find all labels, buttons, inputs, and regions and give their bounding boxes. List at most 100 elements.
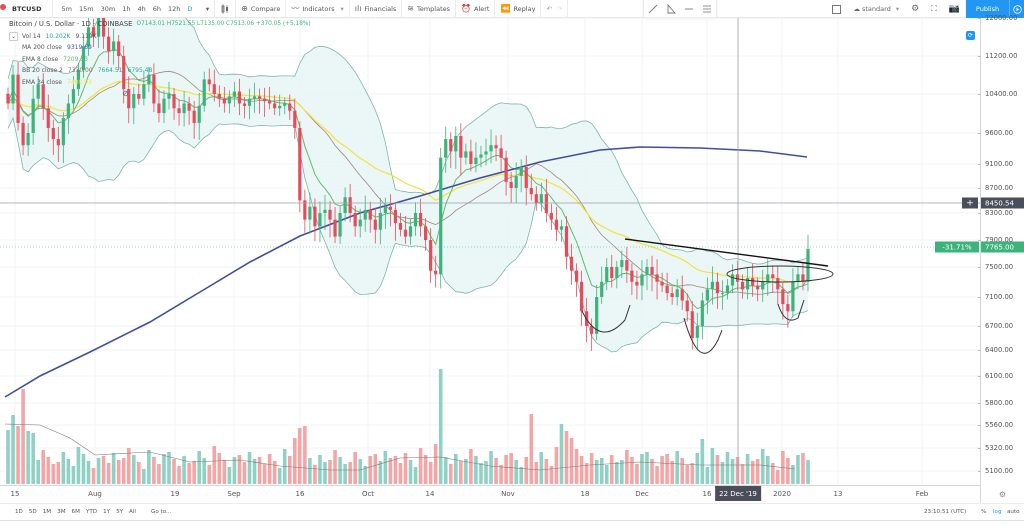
range-5y[interactable]: 5Y bbox=[116, 509, 124, 515]
trend-line-tool[interactable] bbox=[644, 0, 662, 17]
interval-dropdown[interactable]: ▾ bbox=[205, 4, 210, 13]
bottom-arc-right bbox=[777, 299, 805, 321]
range-1m[interactable]: 1M bbox=[42, 509, 52, 515]
ema34-line bbox=[7, 80, 809, 283]
time-axis-label: 2020 bbox=[773, 490, 791, 498]
footer-strip bbox=[0, 521, 1024, 527]
interval-selector: 5m 15m 30m 1h 4h 6h 12h D bbox=[53, 0, 201, 18]
right-toolbar: ☁ standard ▾ ⚙ ⛶ 📷 Publish bbox=[826, 0, 1024, 18]
time-axis-label: 18 bbox=[580, 490, 590, 498]
indicator-name: MA 200 close bbox=[22, 44, 63, 51]
symbol-label: BTCUSD bbox=[12, 4, 42, 13]
interval-15m[interactable]: 15m bbox=[78, 4, 94, 13]
bollinger-upper-line bbox=[7, 18, 809, 265]
legend-indicator-row[interactable]: ⌄ Vol 14 10.202K 9.119K bbox=[9, 31, 311, 43]
price-axis-label: 9100.00 bbox=[985, 160, 1014, 168]
bar-chart-icon: ılı bbox=[354, 4, 362, 13]
bottom-arc-middle bbox=[683, 317, 723, 354]
templates-button[interactable]: ≋ Templates bbox=[407, 4, 451, 13]
volume-ma-line bbox=[4, 423, 796, 471]
price-axis-label: 7100.00 bbox=[985, 293, 1014, 301]
ohlc-values: O7143.01 H7521.55 L7135.00 C7513.06 +370… bbox=[136, 21, 311, 27]
legend-collapse-button[interactable]: ⌄ bbox=[9, 31, 18, 41]
range-ytd[interactable]: YTD bbox=[85, 509, 98, 515]
layout-toggle-button[interactable] bbox=[826, 0, 847, 18]
price-axis-label: 5100.00 bbox=[985, 467, 1014, 475]
price-chart-canvas[interactable] bbox=[0, 18, 980, 485]
range-all[interactable]: All bbox=[129, 509, 136, 515]
auto-scale-toggle[interactable]: auto bbox=[1007, 509, 1020, 515]
fib-tool[interactable] bbox=[662, 0, 680, 17]
compare-button[interactable]: ⊕ Compare bbox=[241, 4, 281, 13]
ema8-line bbox=[7, 48, 809, 310]
play-circle-icon bbox=[1012, 4, 1022, 14]
redo-button[interactable]: ↷ bbox=[556, 4, 563, 13]
bollinger-lower-line bbox=[7, 116, 809, 353]
interval-1h[interactable]: 1h bbox=[122, 4, 131, 13]
fullscreen-icon: ⛶ bbox=[931, 4, 937, 13]
horizontal-line-tool[interactable] bbox=[680, 0, 698, 17]
range-3m[interactable]: 3M bbox=[57, 509, 66, 515]
price-axis[interactable]: 8450.54 7765.00 12000.00 11200.00 10400.00… bbox=[978, 14, 1024, 485]
indicators-button[interactable]: 〰 Indicators ▾ bbox=[291, 4, 344, 13]
price-axis-label: 6700.00 bbox=[985, 322, 1014, 330]
indicator-name: EMA 8 close bbox=[22, 55, 59, 63]
axis-settings-button[interactable]: ⚙ bbox=[980, 485, 1024, 503]
interval-12h[interactable]: 12h bbox=[167, 4, 181, 13]
sync-scale-icon[interactable]: ⟳ bbox=[966, 31, 975, 40]
interval-30m[interactable]: 30m bbox=[100, 4, 116, 13]
time-axis-label: Aug bbox=[88, 490, 102, 498]
price-axis-label: 8700.00 bbox=[985, 184, 1014, 192]
range-1d[interactable]: 1D bbox=[15, 509, 23, 515]
time-axis[interactable]: Feb 13 2020 16 Dec 18 Nov 14 Oct 16 Sep 19 Aug 15 22 … bbox=[0, 485, 980, 503]
alert-button[interactable]: ⏰ Alert bbox=[461, 4, 490, 13]
chart-legend: Bitcoin / U.S. Dollar · 1D · COINBASE O7… bbox=[9, 19, 311, 100]
interval-d[interactable]: D bbox=[187, 4, 193, 13]
price-axis-label: 5320.00 bbox=[985, 444, 1014, 452]
time-axis-label: 19 bbox=[170, 490, 180, 498]
indicator-name: EMA 34 close bbox=[22, 78, 62, 86]
range-6m[interactable]: 6M bbox=[71, 509, 80, 515]
publish-video-button[interactable] bbox=[1009, 0, 1024, 18]
publish-button[interactable]: Publish bbox=[966, 0, 1009, 18]
percent-scale-toggle[interactable]: % bbox=[981, 509, 987, 515]
change-percent-tag: -31.71% bbox=[935, 241, 979, 253]
legend-indicator-row[interactable]: BB 20 close 2 7330.00 7664.51 6795.48 bbox=[9, 65, 311, 77]
range-5d[interactable]: 5D bbox=[28, 509, 37, 515]
interval-4h[interactable]: 4h bbox=[137, 4, 146, 13]
interval-6h[interactable]: 6h bbox=[152, 4, 161, 13]
replay-button[interactable]: ⏪ Replay bbox=[500, 4, 536, 13]
chart-type-button[interactable] bbox=[215, 0, 235, 18]
time-axis-label: 15 bbox=[10, 490, 20, 498]
time-axis-label: 14 bbox=[425, 490, 435, 498]
last-price-tag: 7765.00 bbox=[981, 241, 1024, 253]
settings-button[interactable]: ⚙ bbox=[905, 0, 925, 18]
screenshot-button[interactable]: 📷 bbox=[943, 0, 966, 18]
consolidation-ellipse bbox=[726, 265, 834, 283]
price-axis-label: 7900.00 bbox=[985, 236, 1014, 244]
crosshair-price-tag: 8450.54 bbox=[981, 197, 1024, 209]
log-scale-toggle[interactable]: log bbox=[993, 509, 1002, 515]
indicator-name: BB 20 close 2 bbox=[22, 67, 63, 74]
legend-indicator-row[interactable]: MA 200 close 9319.69 bbox=[9, 42, 311, 54]
indicator-value: 7400.93 bbox=[66, 78, 92, 86]
goto-date-button[interactable]: Go to... bbox=[150, 509, 172, 515]
financials-button[interactable]: ılı Financials bbox=[354, 4, 397, 13]
crosshair-add-button[interactable]: + bbox=[962, 197, 978, 209]
fullscreen-button[interactable]: ⛶ bbox=[925, 0, 943, 18]
interval-5m[interactable]: 5m bbox=[61, 4, 72, 13]
indicator-value: 7664.51 bbox=[97, 67, 123, 74]
legend-indicator-row[interactable]: EMA 34 close 7400.93 bbox=[9, 77, 311, 89]
symbol-search[interactable]: BTCUSD bbox=[0, 0, 52, 18]
templates-icon: ≋ bbox=[407, 4, 414, 13]
gear-icon: ⚙ bbox=[998, 489, 1007, 499]
range-1y[interactable]: 1Y bbox=[103, 509, 111, 515]
symbol-title: Bitcoin / U.S. Dollar · 1D · COINBASE bbox=[9, 20, 133, 28]
layout-save-dropdown[interactable]: ☁ standard ▾ bbox=[853, 5, 900, 13]
hide-eye-icon[interactable]: ⊘ bbox=[122, 89, 129, 98]
price-axis-label: 11200.00 bbox=[985, 52, 1018, 60]
parallel-channel-tool[interactable] bbox=[698, 0, 716, 17]
undo-button[interactable]: ↶ bbox=[546, 4, 552, 13]
rewind-icon: ⏪ bbox=[500, 4, 511, 13]
legend-indicator-row[interactable]: EMA 8 close 7209.53 bbox=[9, 54, 311, 66]
